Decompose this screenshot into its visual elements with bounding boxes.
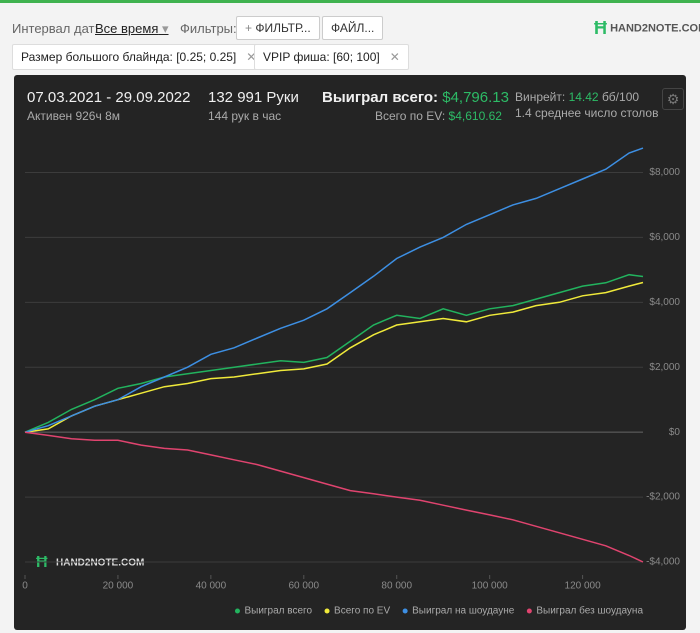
x-tick-label: 60 000 xyxy=(289,581,320,592)
file-button-text: ФАЙЛ... xyxy=(331,21,375,35)
date-value: Все время xyxy=(95,21,159,36)
y-tick-label: $8,000 xyxy=(649,167,680,178)
date-dropdown[interactable]: Все время ▾ xyxy=(95,21,169,36)
watermark-text: HAND2NOTE.COM xyxy=(56,558,144,569)
x-tick-label: 40 000 xyxy=(196,581,227,592)
y-tick-label: -$2,000 xyxy=(646,492,680,503)
legend-marker xyxy=(234,608,240,614)
won-total: Выиграл всего: $4,796.13 xyxy=(322,89,509,106)
winrate: Винрейт: 14.42 бб/100 xyxy=(515,90,639,104)
tables: 1.4 среднее число столов xyxy=(515,106,659,120)
x-tick-label: 100 000 xyxy=(472,581,509,592)
won-value: $4,796.13 xyxy=(442,89,509,106)
legend-label: Выиграл на шоудауне xyxy=(412,606,515,617)
filter-chip[interactable]: Размер большого блайнда: [0.25; 0.25] ✕ xyxy=(12,44,266,70)
series-line xyxy=(24,273,644,433)
date-label: Интервал дат: xyxy=(12,21,99,36)
legend-label: Выиграл без шоудауна xyxy=(536,605,643,617)
winrate-unit: бб/100 xyxy=(601,90,640,104)
filter-button-text: ФИЛЬТР... xyxy=(255,21,311,35)
won-label: Выиграл всего: xyxy=(322,89,439,106)
file-button[interactable]: ФАЙЛ... xyxy=(322,16,384,40)
y-tick-label: $2,000 xyxy=(649,362,680,373)
series-line xyxy=(24,431,644,563)
active-time: Активен 926ч 8м xyxy=(27,109,120,123)
y-tick-label: $4,000 xyxy=(649,297,680,308)
series-line xyxy=(24,147,644,433)
top-bar xyxy=(0,0,700,3)
legend-label: Выиграл всего xyxy=(244,606,312,617)
x-tick-label: 0 xyxy=(22,581,28,592)
y-tick-label: $6,000 xyxy=(649,232,680,243)
hands-per-hour: 144 рук в час xyxy=(208,109,282,123)
filters-label: Фильтры: xyxy=(180,21,237,36)
y-tick-label: $0 xyxy=(669,427,681,438)
period: 07.03.2021 - 29.09.2022 xyxy=(27,89,191,106)
settings-button[interactable]: ⚙ xyxy=(662,88,684,110)
ev-label: Всего по EV: xyxy=(375,109,446,123)
add-filter-button[interactable]: + ФИЛЬТР... xyxy=(236,16,320,40)
legend-label: Всего по EV xyxy=(334,606,390,617)
filter-chip[interactable]: VPIP фиша: [60; 100] ✕ xyxy=(254,44,409,70)
x-tick-label: 120 000 xyxy=(565,581,602,592)
watermark: Ħ HAND2NOTE.COM xyxy=(36,554,144,571)
legend-marker xyxy=(324,608,330,614)
filter-chip-text: VPIP фиша: [60; 100] xyxy=(263,50,380,64)
ev-value: $4,610.62 xyxy=(448,109,502,123)
logo: Ħ HAND2NOTE.COM xyxy=(594,18,700,39)
winrate-label: Винрейт: xyxy=(515,90,566,104)
hands: 132 991 Руки xyxy=(208,89,299,106)
watermark-icon: Ħ xyxy=(36,554,48,571)
winrate-value: 14.42 xyxy=(568,90,599,104)
x-tick-label: 20 000 xyxy=(103,581,134,592)
legend-marker xyxy=(402,608,408,614)
x-tick-label: 80 000 xyxy=(381,581,412,592)
legend-marker xyxy=(526,608,532,614)
series-line xyxy=(24,281,644,433)
filter-chip-text: Размер большого блайнда: [0.25; 0.25] xyxy=(21,50,237,64)
y-tick-label: -$4,000 xyxy=(646,557,680,568)
logo-text: HAND2NOTE.COM xyxy=(610,22,700,35)
ev-total: Всего по EV: $4,610.62 xyxy=(375,109,502,123)
